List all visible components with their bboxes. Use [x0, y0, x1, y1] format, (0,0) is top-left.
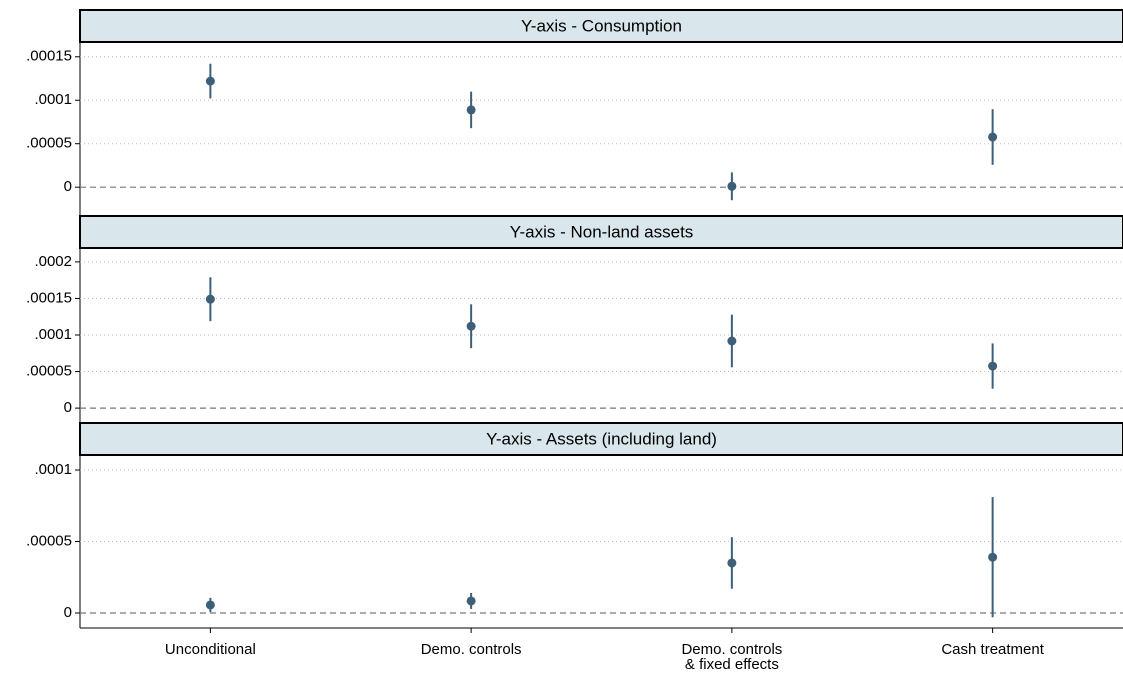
x-tick-label: Cash treatment	[941, 641, 1044, 658]
point	[727, 181, 737, 191]
panel-title: Y-axis - Assets (including land)	[486, 429, 717, 448]
point	[205, 294, 215, 304]
y-tick-label: .0002	[34, 253, 72, 270]
panel-header	[79, 9, 1123, 43]
y-tick-label: 0	[64, 178, 72, 195]
point	[466, 105, 476, 115]
panel-header	[79, 215, 1123, 249]
point	[205, 76, 215, 86]
y-tick-label: 0	[64, 604, 72, 621]
y-tick-label: .00015	[26, 48, 72, 65]
y-tick-label: 0	[64, 399, 72, 416]
point	[988, 132, 998, 142]
point	[727, 558, 737, 568]
y-tick-label: .0001	[34, 461, 72, 478]
y-tick-label: .0001	[34, 91, 72, 108]
point	[727, 336, 737, 346]
y-tick-label: .00005	[26, 532, 72, 549]
point	[988, 361, 998, 371]
y-tick-label: .00015	[26, 289, 72, 306]
x-tick-label: Unconditional	[164, 641, 256, 658]
panel-title: Y-axis - Non-land assets	[510, 222, 694, 241]
panel-title: Y-axis - Consumption	[521, 16, 682, 35]
x-tick-label: Demo. controls	[420, 641, 522, 658]
point	[988, 552, 998, 562]
point	[205, 600, 215, 610]
y-tick-label: .00005	[26, 363, 72, 380]
point	[466, 596, 476, 606]
y-tick-label: .0001	[34, 326, 72, 343]
y-tick-label: .00005	[26, 135, 72, 152]
point	[466, 321, 476, 331]
panel-header	[79, 422, 1123, 456]
x-tick-label: Demo. controls & fixed effects	[681, 641, 783, 673]
